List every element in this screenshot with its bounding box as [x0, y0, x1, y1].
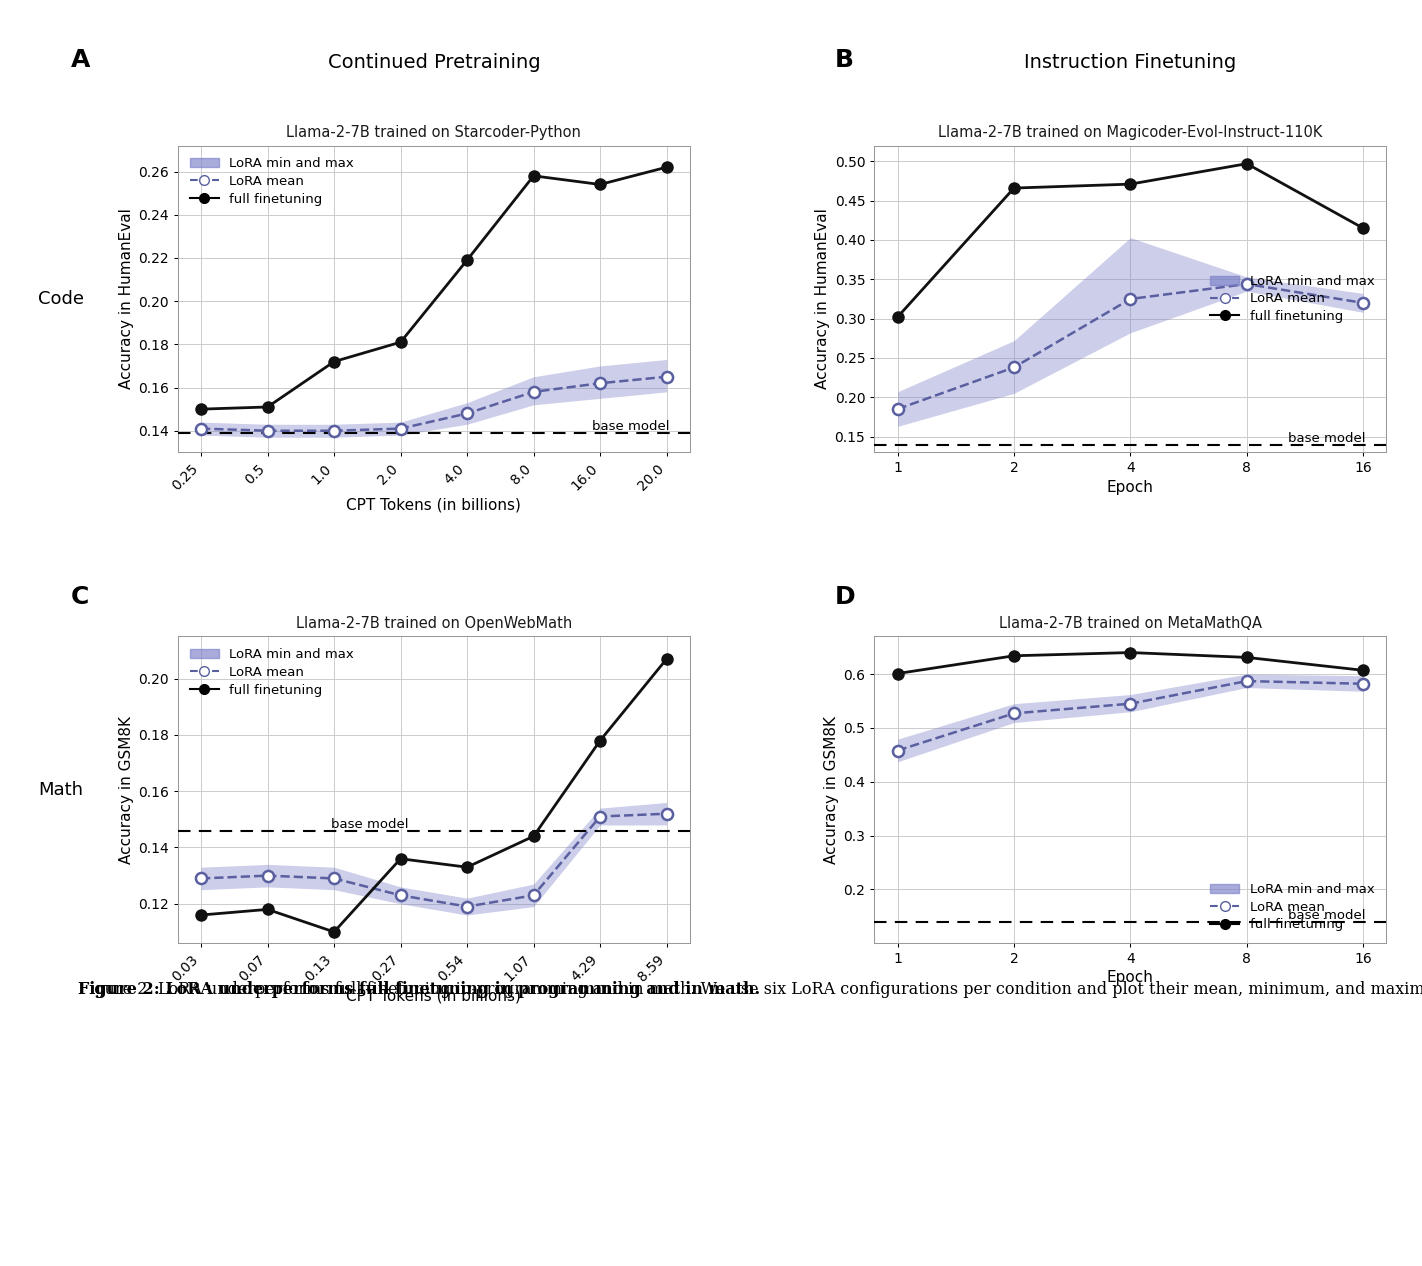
Legend: LoRA min and max, LoRA mean, full finetuning: LoRA min and max, LoRA mean, full finetu… [1204, 877, 1379, 937]
Text: A: A [71, 48, 91, 72]
Text: C: C [71, 585, 90, 609]
Legend: LoRA min and max, LoRA mean, full finetuning: LoRA min and max, LoRA mean, full finetu… [185, 643, 360, 701]
X-axis label: Epoch: Epoch [1106, 480, 1153, 495]
X-axis label: CPT Tokens (in billions): CPT Tokens (in billions) [347, 987, 522, 1003]
Text: Math: Math [38, 781, 84, 799]
Title: Llama-2-7B trained on Magicoder-Evol-Instruct-110K: Llama-2-7B trained on Magicoder-Evol-Ins… [939, 125, 1322, 141]
Text: D: D [835, 585, 855, 609]
Y-axis label: Accuracy in GSM8K: Accuracy in GSM8K [825, 715, 839, 863]
Text: Code: Code [38, 290, 84, 308]
Title: Llama-2-7B trained on OpenWebMath: Llama-2-7B trained on OpenWebMath [296, 617, 572, 630]
Y-axis label: Accuracy in GSM8K: Accuracy in GSM8K [118, 715, 134, 863]
Legend: LoRA min and max, LoRA mean, full finetuning: LoRA min and max, LoRA mean, full finetu… [185, 152, 360, 211]
Text: Continued Pretraining: Continued Pretraining [327, 53, 540, 72]
Text: B: B [835, 48, 853, 72]
Text: base model: base model [1288, 909, 1367, 922]
Text: base model: base model [1288, 432, 1367, 446]
Text: base model: base model [331, 818, 410, 830]
Text: base model: base model [592, 420, 670, 433]
Title: Llama-2-7B trained on MetaMathQA: Llama-2-7B trained on MetaMathQA [998, 617, 1261, 630]
Legend: LoRA min and max, LoRA mean, full finetuning: LoRA min and max, LoRA mean, full finetu… [1204, 270, 1379, 328]
Text: Figure 2: LoRA underperforms full finetuning in programming and in math.: Figure 2: LoRA underperforms full finetu… [78, 981, 761, 998]
Title: Llama-2-7B trained on Starcoder-Python: Llama-2-7B trained on Starcoder-Python [286, 125, 582, 141]
Y-axis label: Accuracy in HumanEval: Accuracy in HumanEval [815, 209, 830, 390]
Text: Instruction Finetuning: Instruction Finetuning [1024, 53, 1237, 72]
X-axis label: CPT Tokens (in billions): CPT Tokens (in billions) [347, 498, 522, 513]
X-axis label: Epoch: Epoch [1106, 970, 1153, 985]
Y-axis label: Accuracy in HumanEval: Accuracy in HumanEval [118, 209, 134, 390]
Text: Figure 2: LoRA underperforms full finetuning in programming and in math. We use : Figure 2: LoRA underperforms full finetu… [78, 981, 1422, 998]
